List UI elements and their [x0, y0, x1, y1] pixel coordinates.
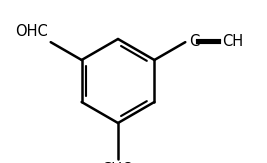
- Text: C: C: [189, 34, 199, 49]
- Text: OHC: OHC: [15, 24, 48, 39]
- Text: CH: CH: [222, 34, 244, 49]
- Text: CHO: CHO: [102, 162, 134, 163]
